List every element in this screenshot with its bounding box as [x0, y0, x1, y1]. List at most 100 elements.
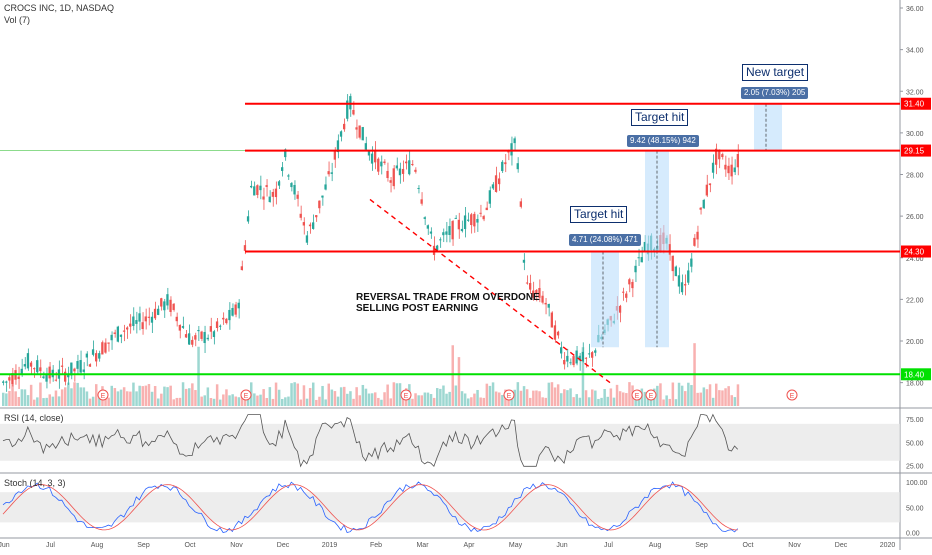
volume-bar	[612, 397, 616, 406]
volume-bar	[467, 398, 470, 406]
candle-body	[343, 123, 346, 130]
volume-bar	[110, 385, 113, 406]
volume-bar	[721, 390, 724, 406]
candle-body	[581, 351, 584, 362]
volume-bar	[625, 393, 628, 406]
candle-body	[42, 376, 45, 379]
time-tick-label: Apr	[464, 542, 476, 549]
volume-bar	[705, 389, 709, 406]
volume-bar	[606, 396, 609, 406]
time-tick-label: Dec	[277, 542, 290, 549]
volume-bar	[684, 391, 687, 406]
time-tick-label: Jun	[0, 542, 10, 549]
volume-bar	[510, 393, 513, 406]
time-tick-label: 2020	[880, 542, 896, 549]
candle-body	[209, 326, 212, 332]
candle-body	[575, 350, 578, 364]
volume-bar	[361, 384, 365, 406]
volume-bar	[374, 392, 377, 406]
candle-body	[383, 161, 386, 163]
volume-bar	[175, 397, 179, 406]
volume-bar	[231, 394, 234, 406]
volume-bar	[451, 345, 454, 406]
volume-bar	[268, 387, 272, 406]
volume-bar	[253, 393, 256, 406]
candle-body	[308, 224, 312, 227]
target1-label: Target hit	[570, 206, 628, 223]
candle-body	[91, 349, 95, 355]
volume-bar	[215, 384, 219, 406]
volume-bar	[479, 397, 482, 406]
candle-body	[191, 339, 194, 345]
candle-body	[2, 381, 5, 383]
candle-body	[119, 334, 123, 337]
candle-body	[544, 302, 547, 305]
candle-body	[550, 312, 553, 328]
volume-bar	[457, 357, 461, 406]
volume-bar	[426, 392, 430, 406]
candle-body	[377, 158, 380, 172]
reversal-note-line2: SELLING POST EARNING	[356, 303, 479, 314]
volume-bar	[494, 391, 498, 406]
volume-bar	[436, 388, 439, 406]
volume-bar	[147, 384, 151, 406]
volume-bar	[696, 392, 699, 406]
candle-body	[618, 305, 622, 313]
time-tick-label: Nov	[230, 542, 243, 549]
candle-body	[519, 201, 522, 207]
candle-body	[364, 143, 367, 150]
candle-body	[401, 168, 405, 174]
candle-body	[178, 324, 181, 331]
volume-bar	[687, 382, 690, 406]
candle-body	[287, 175, 290, 177]
rsi-tick-label: 75.00	[906, 417, 924, 424]
volume-bar	[711, 397, 715, 406]
candle-body	[157, 308, 160, 315]
time-tick-label: Dec	[835, 542, 848, 549]
candle-body	[671, 255, 674, 272]
candle-body	[498, 178, 501, 185]
earnings-marker	[400, 389, 412, 401]
candle-body	[405, 161, 408, 164]
volume-bar	[281, 398, 284, 406]
price-tick-label: 24.00	[906, 256, 924, 263]
time-tick-label: Sep	[695, 542, 708, 549]
volume-bar	[656, 385, 659, 406]
candle-body	[5, 381, 8, 383]
candle-body	[166, 294, 169, 306]
candle-body	[240, 266, 243, 271]
volume-bar	[54, 390, 58, 406]
rsi-tick-label: 25.00	[906, 463, 924, 470]
candle-body	[463, 215, 467, 230]
stoch-k-line	[2, 481, 738, 533]
volume-bar	[274, 382, 278, 406]
volume-bar	[234, 396, 237, 406]
volume-bar	[724, 388, 727, 406]
volume-bar	[39, 382, 42, 406]
candle-body	[721, 154, 724, 158]
volume-bar	[519, 390, 523, 406]
earnings-marker	[97, 389, 109, 401]
time-tick-label: Aug	[649, 542, 662, 549]
candle-body	[107, 342, 110, 344]
volume-bar	[622, 392, 625, 406]
volume-bar	[200, 396, 203, 406]
volume-bar	[259, 394, 262, 406]
volume-bar	[203, 395, 206, 406]
candle-body	[643, 241, 646, 251]
candle-body	[88, 364, 92, 367]
candle-body	[414, 169, 417, 172]
candle-body	[470, 214, 473, 226]
volume-bar	[315, 399, 318, 406]
candle-body	[594, 350, 597, 353]
volume-bar	[85, 391, 89, 406]
candle-body	[73, 368, 76, 372]
volume-bar	[33, 399, 36, 406]
stoch-d-line	[2, 484, 738, 531]
candle-body	[160, 298, 163, 307]
volume-bar	[597, 398, 600, 406]
time-tick-label: Nov	[788, 542, 801, 549]
volume-bar	[219, 399, 222, 406]
volume-bar	[240, 392, 244, 406]
